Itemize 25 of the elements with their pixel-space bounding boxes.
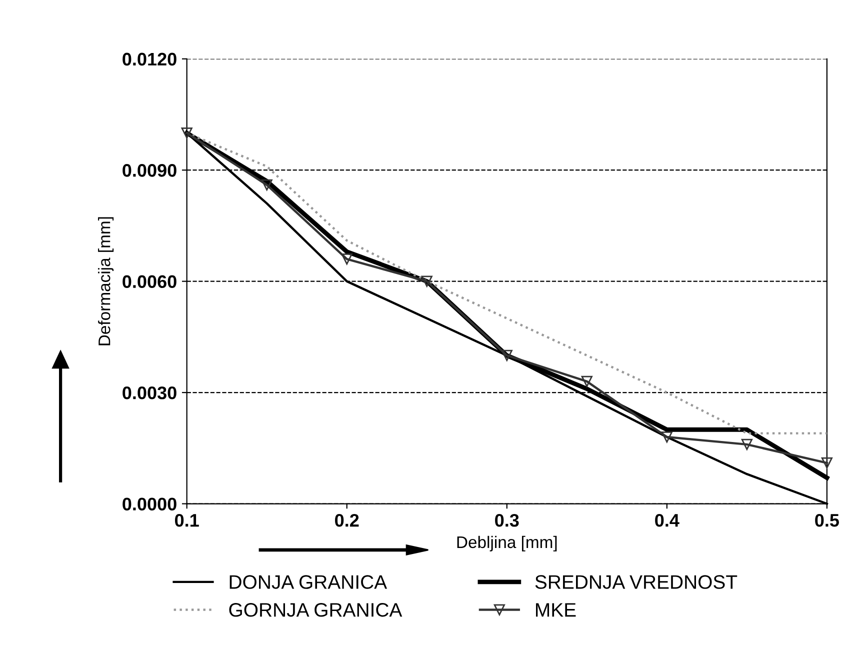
x-axis-title: Debljina [mm] — [457, 536, 557, 552]
y-tick-label: 0.0030 — [122, 386, 176, 400]
legend-label: DONJA GRANICA — [230, 575, 388, 589]
x-tick-label: 0.5 — [815, 514, 839, 527]
y-tick-label: 0.0000 — [122, 498, 176, 510]
y-tick-label: 0.0120 — [122, 52, 176, 66]
point — [661, 431, 672, 443]
point — [341, 254, 352, 265]
point — [821, 457, 832, 469]
point — [581, 376, 592, 387]
y-axis-title: Deformacija [mm] — [98, 217, 114, 346]
y-tick-label: 0.0090 — [122, 164, 176, 177]
x-tick-label: 0.1 — [175, 514, 199, 527]
y-tick-label: 0.0060 — [122, 275, 176, 288]
x-tick-label: 0.4 — [655, 514, 680, 527]
point — [501, 350, 512, 362]
legend-label: MKE — [536, 603, 576, 617]
point — [421, 276, 432, 287]
point — [741, 438, 752, 450]
point — [261, 179, 272, 190]
point — [181, 127, 192, 139]
legend-label: SREDNJA VREDNOST — [535, 575, 738, 589]
legend-label: GORNJA GRANICA — [229, 603, 402, 617]
x-tick-label: 0.2 — [335, 514, 359, 527]
x-tick-label: 0.3 — [495, 514, 519, 527]
